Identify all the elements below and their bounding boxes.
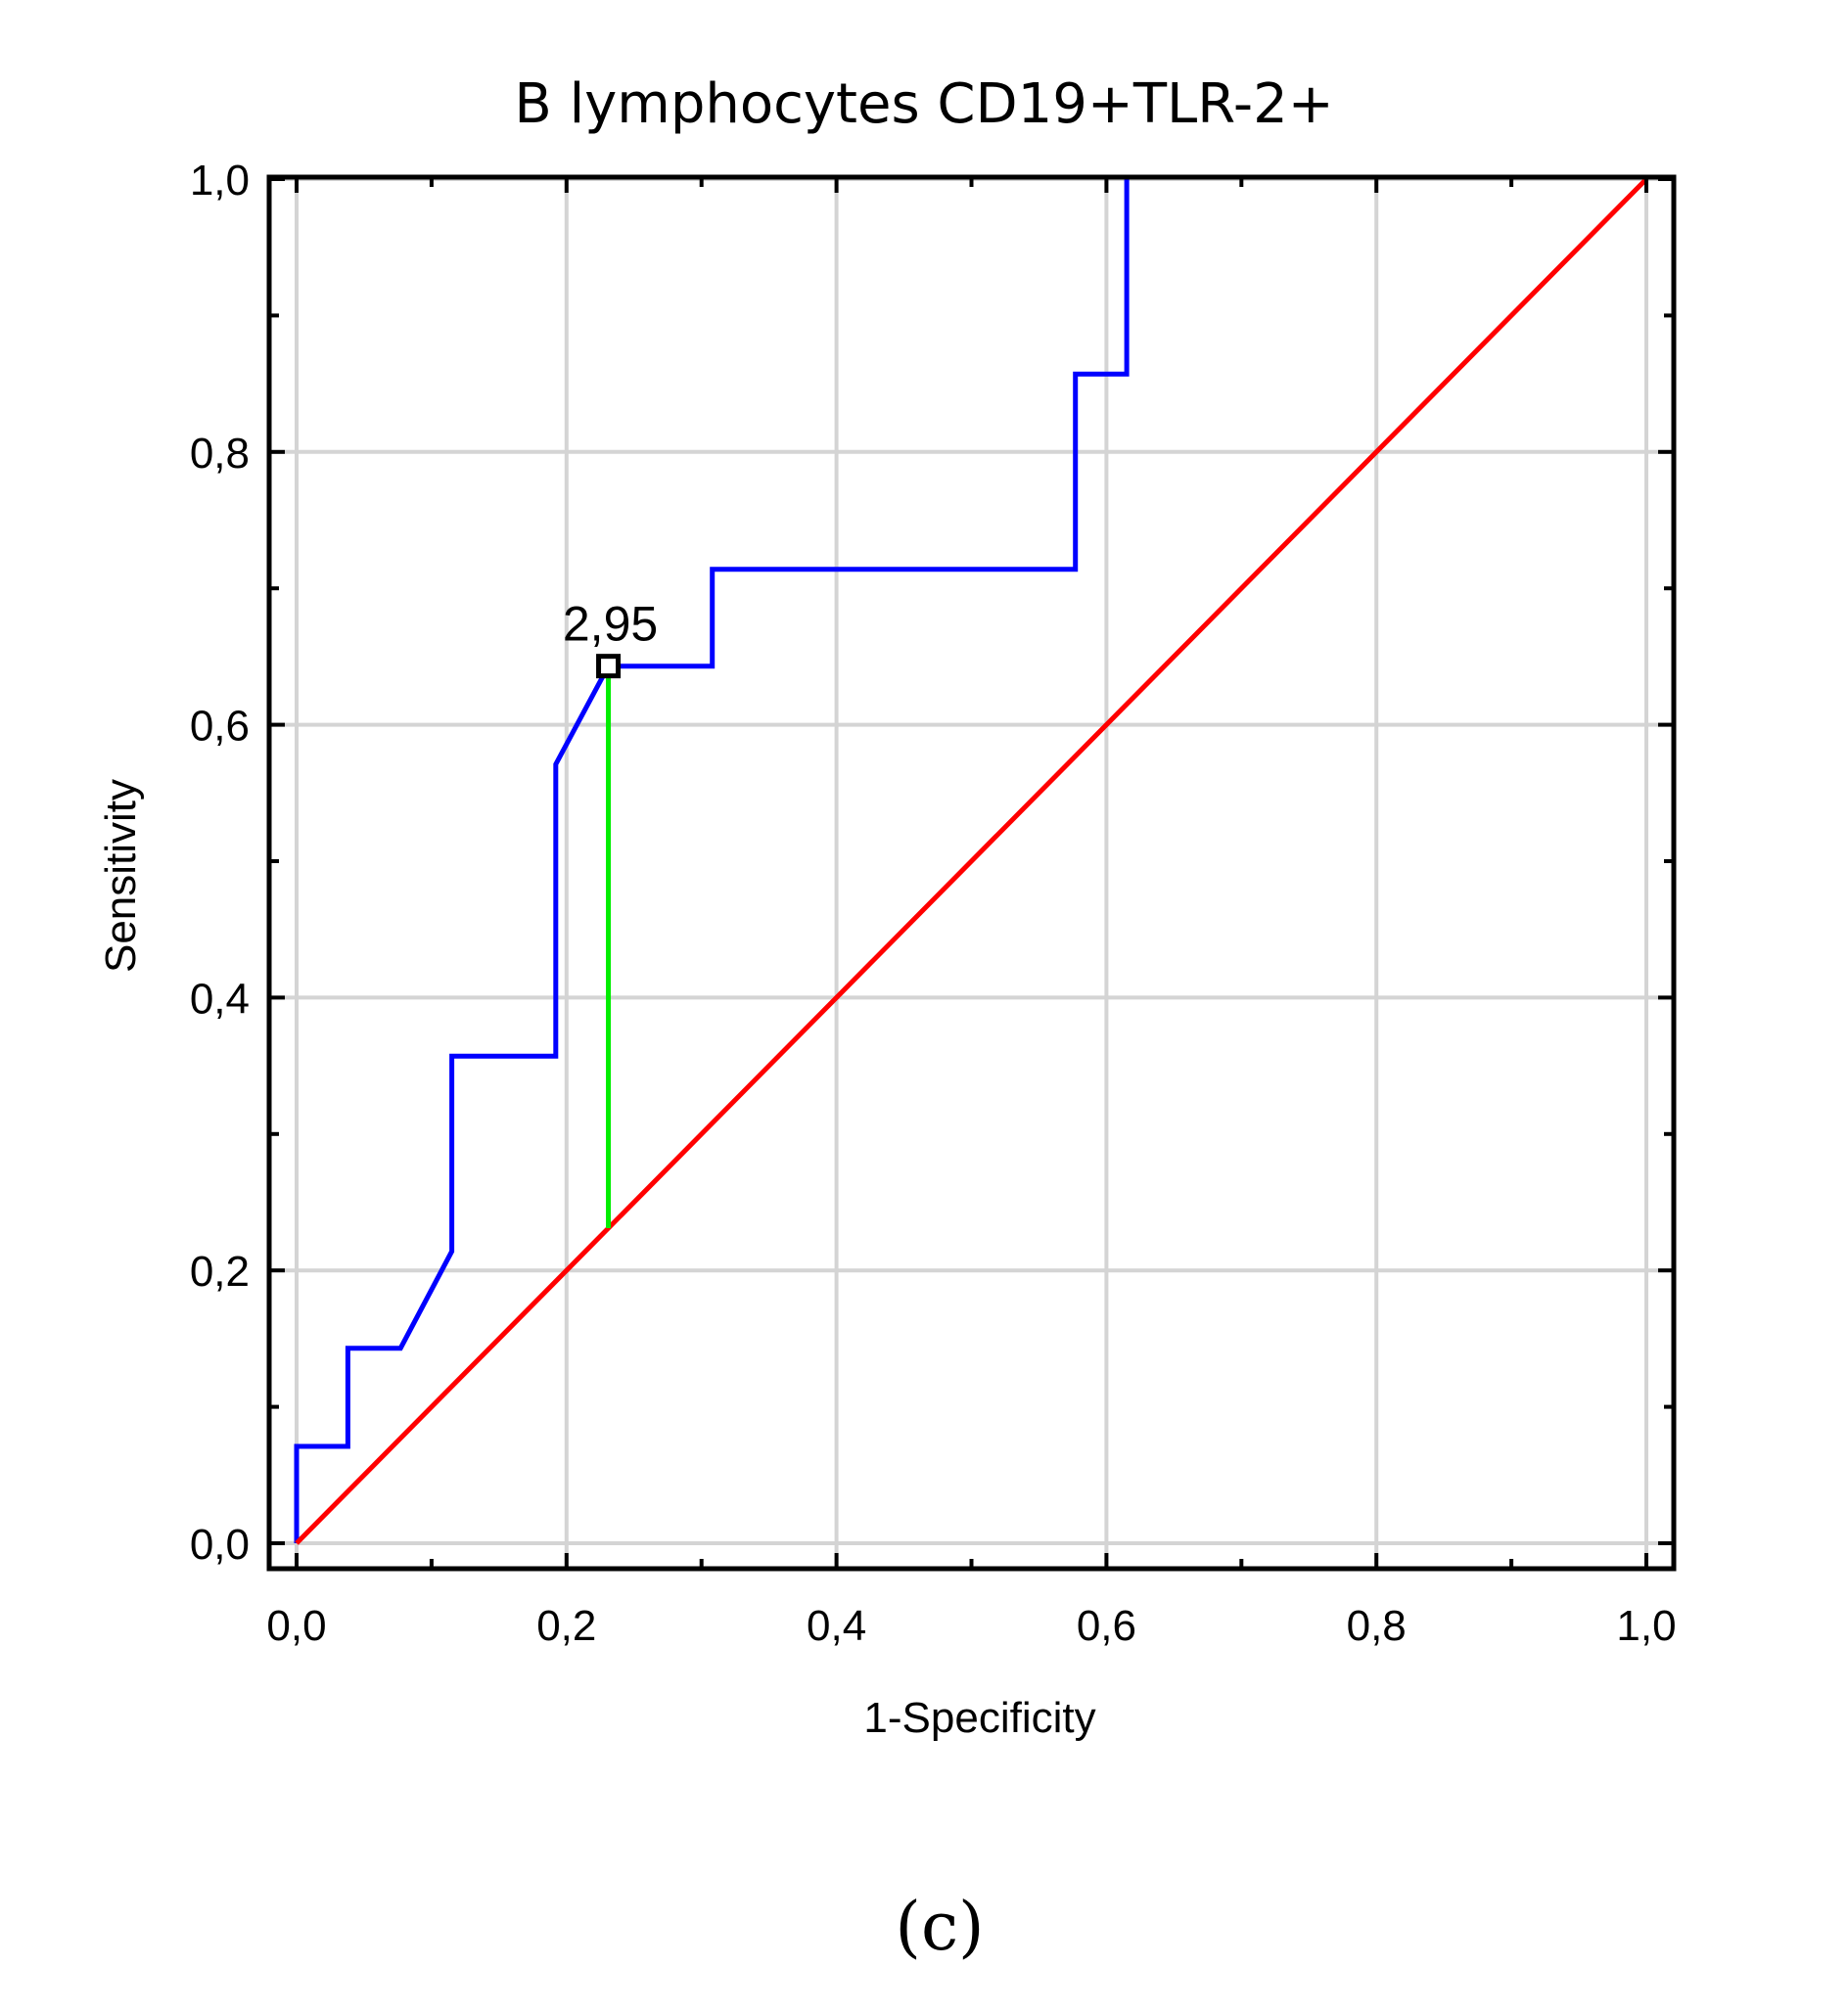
ticks-layer: 0,0 0,2 0,4 0,6 0,8 1,0 0,0 0,2 0,4 0,6 0,8 1,0 [190,157,1677,1650]
series-layer [294,177,1648,1545]
x-tick-label-5: 1,0 [1616,1602,1676,1650]
y-axis-label: Sensitivity [97,779,145,973]
y-tick-label-1: 0,2 [190,1248,250,1296]
cutoff-layer: 2,95 [563,597,658,1228]
x-tick-label-2: 0,4 [807,1602,866,1650]
x-tick-label-4: 0,8 [1347,1602,1407,1650]
cutoff-label: 2,95 [563,597,658,652]
chart-title: B lymphocytes CD19+TLR-2+ [514,72,1333,136]
reference-diagonal-line [295,177,1648,1545]
y-tick-label-3: 0,6 [190,703,250,751]
y-tick-label-5: 1,0 [190,157,250,205]
y-tick-label-4: 0,8 [190,430,250,478]
y-tick-label-2: 0,4 [190,975,250,1023]
roc-curve-line [294,179,1130,1543]
x-tick-label-0: 0,0 [266,1602,326,1650]
figure-caption: (c) [895,1889,984,1966]
y-tick-label-0: 0,0 [190,1521,250,1569]
x-axis-label: 1-Specificity [863,1694,1095,1742]
x-tick-label-1: 0,2 [536,1602,596,1650]
x-tick-label-3: 0,6 [1077,1602,1136,1650]
cutoff-marker [596,654,622,679]
